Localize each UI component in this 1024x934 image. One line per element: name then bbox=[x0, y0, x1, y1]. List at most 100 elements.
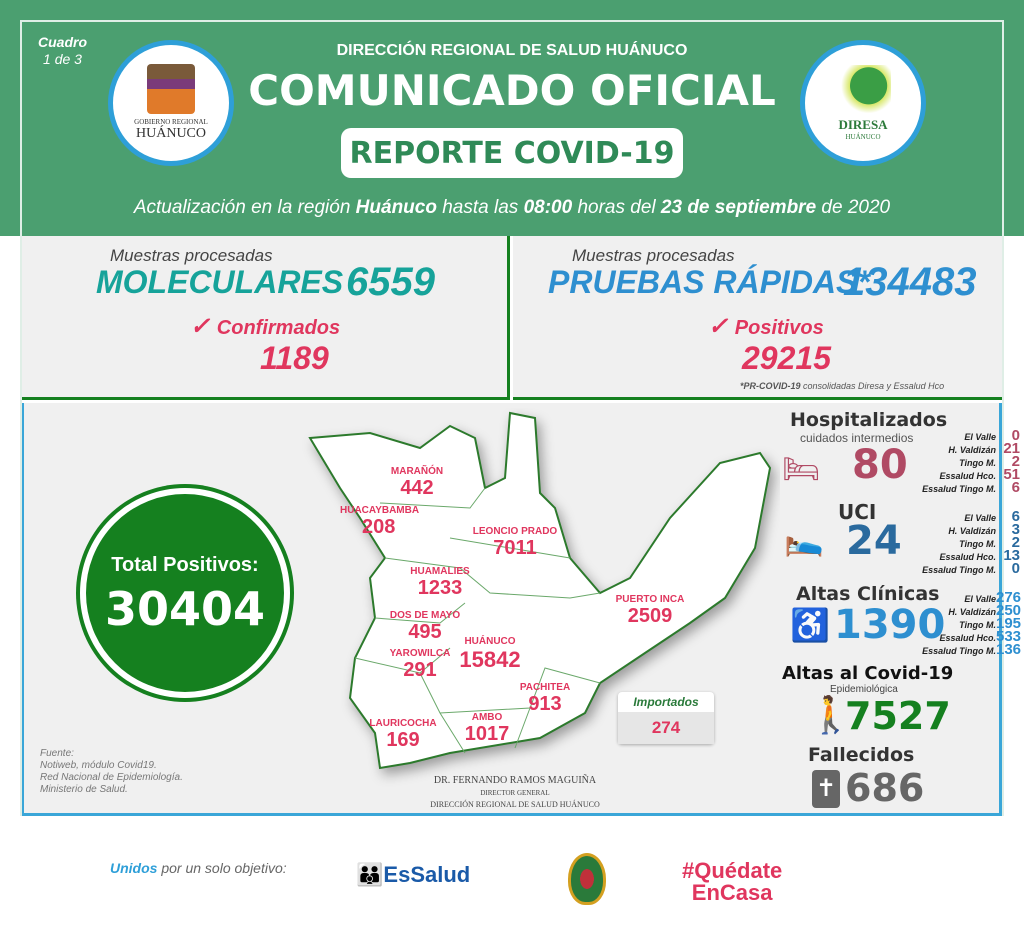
row-label: Essalud Hco. bbox=[939, 633, 996, 643]
rapidas-value: 134483 bbox=[843, 260, 977, 304]
update-time: 08:00 bbox=[523, 197, 573, 218]
peru-shield-icon bbox=[568, 853, 606, 905]
table-row: H. Valdizán 21 bbox=[920, 441, 1020, 456]
fuente-line: Ministerio de Salud. bbox=[40, 784, 128, 795]
district-leoncio-prado: LEONCIO PRADO 7011 bbox=[465, 526, 565, 560]
note-bold: *PR-COVID-19 bbox=[740, 381, 801, 391]
row-value: 51 bbox=[1003, 466, 1020, 483]
signature-role: DIRECTOR GENERAL bbox=[480, 789, 550, 797]
hospitalizados-value: 80 bbox=[852, 442, 908, 488]
org-name: DIRECCIÓN REGIONAL DE SALUD HUÁNUCO bbox=[336, 42, 688, 59]
district-name: PACHITEA bbox=[519, 682, 571, 693]
total-label: Total Positivos: bbox=[111, 554, 259, 576]
signature-name: DR. FERNANDO RAMOS MAGUIÑA bbox=[433, 775, 597, 786]
update-post: de 2020 bbox=[816, 197, 891, 218]
logo-left-line2: HUÁNUCO bbox=[136, 126, 206, 141]
walking-person-icon: 🚶 bbox=[808, 694, 853, 735]
signature-org: DIRECCIÓN REGIONAL DE SALUD HUÁNUCO bbox=[430, 800, 600, 809]
district-name: HUÁNUCO bbox=[464, 636, 516, 647]
logo-left-line1: GOBIERNO REGIONAL bbox=[134, 118, 208, 126]
row-value: 3 bbox=[1011, 521, 1020, 538]
fuente-line: Red Nacional de Epidemiología. bbox=[40, 772, 183, 783]
logo-right-line1: DIRESA bbox=[838, 117, 888, 132]
row-label: Tingo M. bbox=[959, 620, 996, 630]
row-value: 250 bbox=[996, 602, 1022, 619]
moleculares-panel bbox=[22, 236, 510, 400]
confirmados-text: Confirmados bbox=[216, 317, 341, 339]
district-value: 208 bbox=[362, 516, 396, 538]
check-icon: ✓ bbox=[708, 313, 735, 340]
table-row: Tingo M. 2 bbox=[920, 535, 1020, 550]
page-title: COMUNICADO OFICIAL bbox=[248, 66, 776, 115]
total-value: 30404 bbox=[104, 582, 266, 636]
row-value: 533 bbox=[996, 628, 1022, 645]
uci-title: UCI bbox=[838, 500, 877, 524]
family-icon bbox=[835, 65, 891, 117]
altas-covid-value: 7527 bbox=[845, 694, 951, 738]
update-mid: hasta las bbox=[436, 197, 524, 218]
row-value: 13 bbox=[1003, 547, 1020, 564]
row-value: 136 bbox=[996, 641, 1022, 658]
table-row: Essalud Hco.533 bbox=[920, 628, 1022, 645]
positivos-value: 29215 bbox=[742, 340, 831, 376]
fuente-line: Notiweb, módulo Covid19. bbox=[40, 760, 157, 771]
fallecidos-value: 686 bbox=[845, 766, 925, 810]
row-label: H. Valdizán bbox=[948, 607, 996, 617]
district-value: 169 bbox=[386, 729, 420, 751]
importados-box: Importados 274 bbox=[618, 692, 714, 744]
row-value: 0 bbox=[1011, 427, 1020, 444]
confirmados-value: 1189 bbox=[260, 340, 329, 376]
row-label: Essalud Hco. bbox=[939, 471, 996, 481]
importados-value: 274 bbox=[618, 712, 714, 744]
table-row: Essalud Tingo M. 6 bbox=[920, 479, 1020, 496]
hospitalizados-table: El Valle 0 H. Valdizán 21 Tingo M. 2 Essalud H… bbox=[920, 427, 1020, 496]
table-row: Essalud Hco. 13 bbox=[920, 547, 1020, 564]
district-puerto-inca: PUERTO INCA 2509 bbox=[610, 594, 690, 628]
altas-covid-sub: Epidemiológica bbox=[830, 684, 898, 695]
icu-bed-icon: 🛌 bbox=[784, 521, 824, 557]
rapidas-panel bbox=[513, 236, 1002, 400]
frame bbox=[20, 20, 1004, 816]
table-row: Essalud Tingo M.136 bbox=[920, 641, 1022, 658]
district-name: YAROWILCA bbox=[389, 648, 451, 659]
district-lauricocha: LAURICOCHA 169 bbox=[368, 718, 438, 752]
essalud-text: EsSalud bbox=[383, 862, 471, 887]
district-yarowilca: YAROWILCA 291 bbox=[385, 648, 455, 682]
family-icon: 👪 bbox=[356, 862, 384, 887]
altas-covid-title: Altas al Covid-19 bbox=[782, 663, 954, 684]
rapidas-note: *PR-COVID-19 consolidadas Diresa y Essal… bbox=[740, 381, 944, 391]
hashtag: #Quédate EnCasa bbox=[682, 860, 782, 904]
district-huanuco: HUÁNUCO 15842 bbox=[450, 636, 530, 673]
huanuco-map bbox=[308, 411, 772, 770]
table-row: H. Valdizán250 bbox=[920, 602, 1022, 619]
district-name: LEONCIO PRADO bbox=[472, 526, 558, 537]
hashtag-line2: EnCasa bbox=[691, 880, 773, 905]
check-icon: ✓ bbox=[190, 313, 217, 340]
gobierno-regional-logo: GOBIERNO REGIONAL HUÁNUCO bbox=[108, 40, 234, 166]
district-name: HUACAYBAMBA bbox=[340, 505, 420, 516]
row-value: 6 bbox=[1011, 479, 1020, 496]
fuente-label: Fuente: bbox=[40, 748, 74, 759]
table-row: Essalud Hco. 51 bbox=[920, 466, 1020, 483]
district-borders bbox=[354, 487, 601, 754]
row-value: 6 bbox=[1011, 508, 1020, 525]
district-value: 15842 bbox=[459, 647, 521, 672]
row-label: El Valle bbox=[964, 513, 996, 523]
moleculares-label: Muestras procesadas bbox=[110, 246, 273, 265]
altas-title: Altas Clínicas bbox=[796, 583, 940, 605]
cuadro-label: Cuadro 1 de 3 bbox=[38, 34, 87, 68]
row-label: Tingo M. bbox=[959, 539, 996, 549]
district-name: HUAMALIES bbox=[410, 566, 470, 577]
importados-label: Importados bbox=[633, 695, 699, 709]
table-row: Tingo M.195 bbox=[920, 616, 1021, 631]
fuente: Fuente: Notiweb, módulo Covid19. Red Nacio… bbox=[40, 748, 183, 796]
district-name: PUERTO INCA bbox=[615, 594, 685, 605]
bed-icon: 🛏 bbox=[782, 453, 821, 486]
update-mid2: horas del bbox=[572, 197, 661, 218]
total-positivos-badge: Total Positivos: 30404 bbox=[80, 488, 290, 698]
moleculares-value: 6559 bbox=[346, 260, 435, 304]
hospitalizados-title: Hospitalizados bbox=[790, 409, 948, 431]
altas-value: 1390 bbox=[834, 602, 946, 648]
table-row: Essalud Tingo M. 0 bbox=[920, 561, 1020, 576]
district-value: 291 bbox=[403, 659, 437, 681]
